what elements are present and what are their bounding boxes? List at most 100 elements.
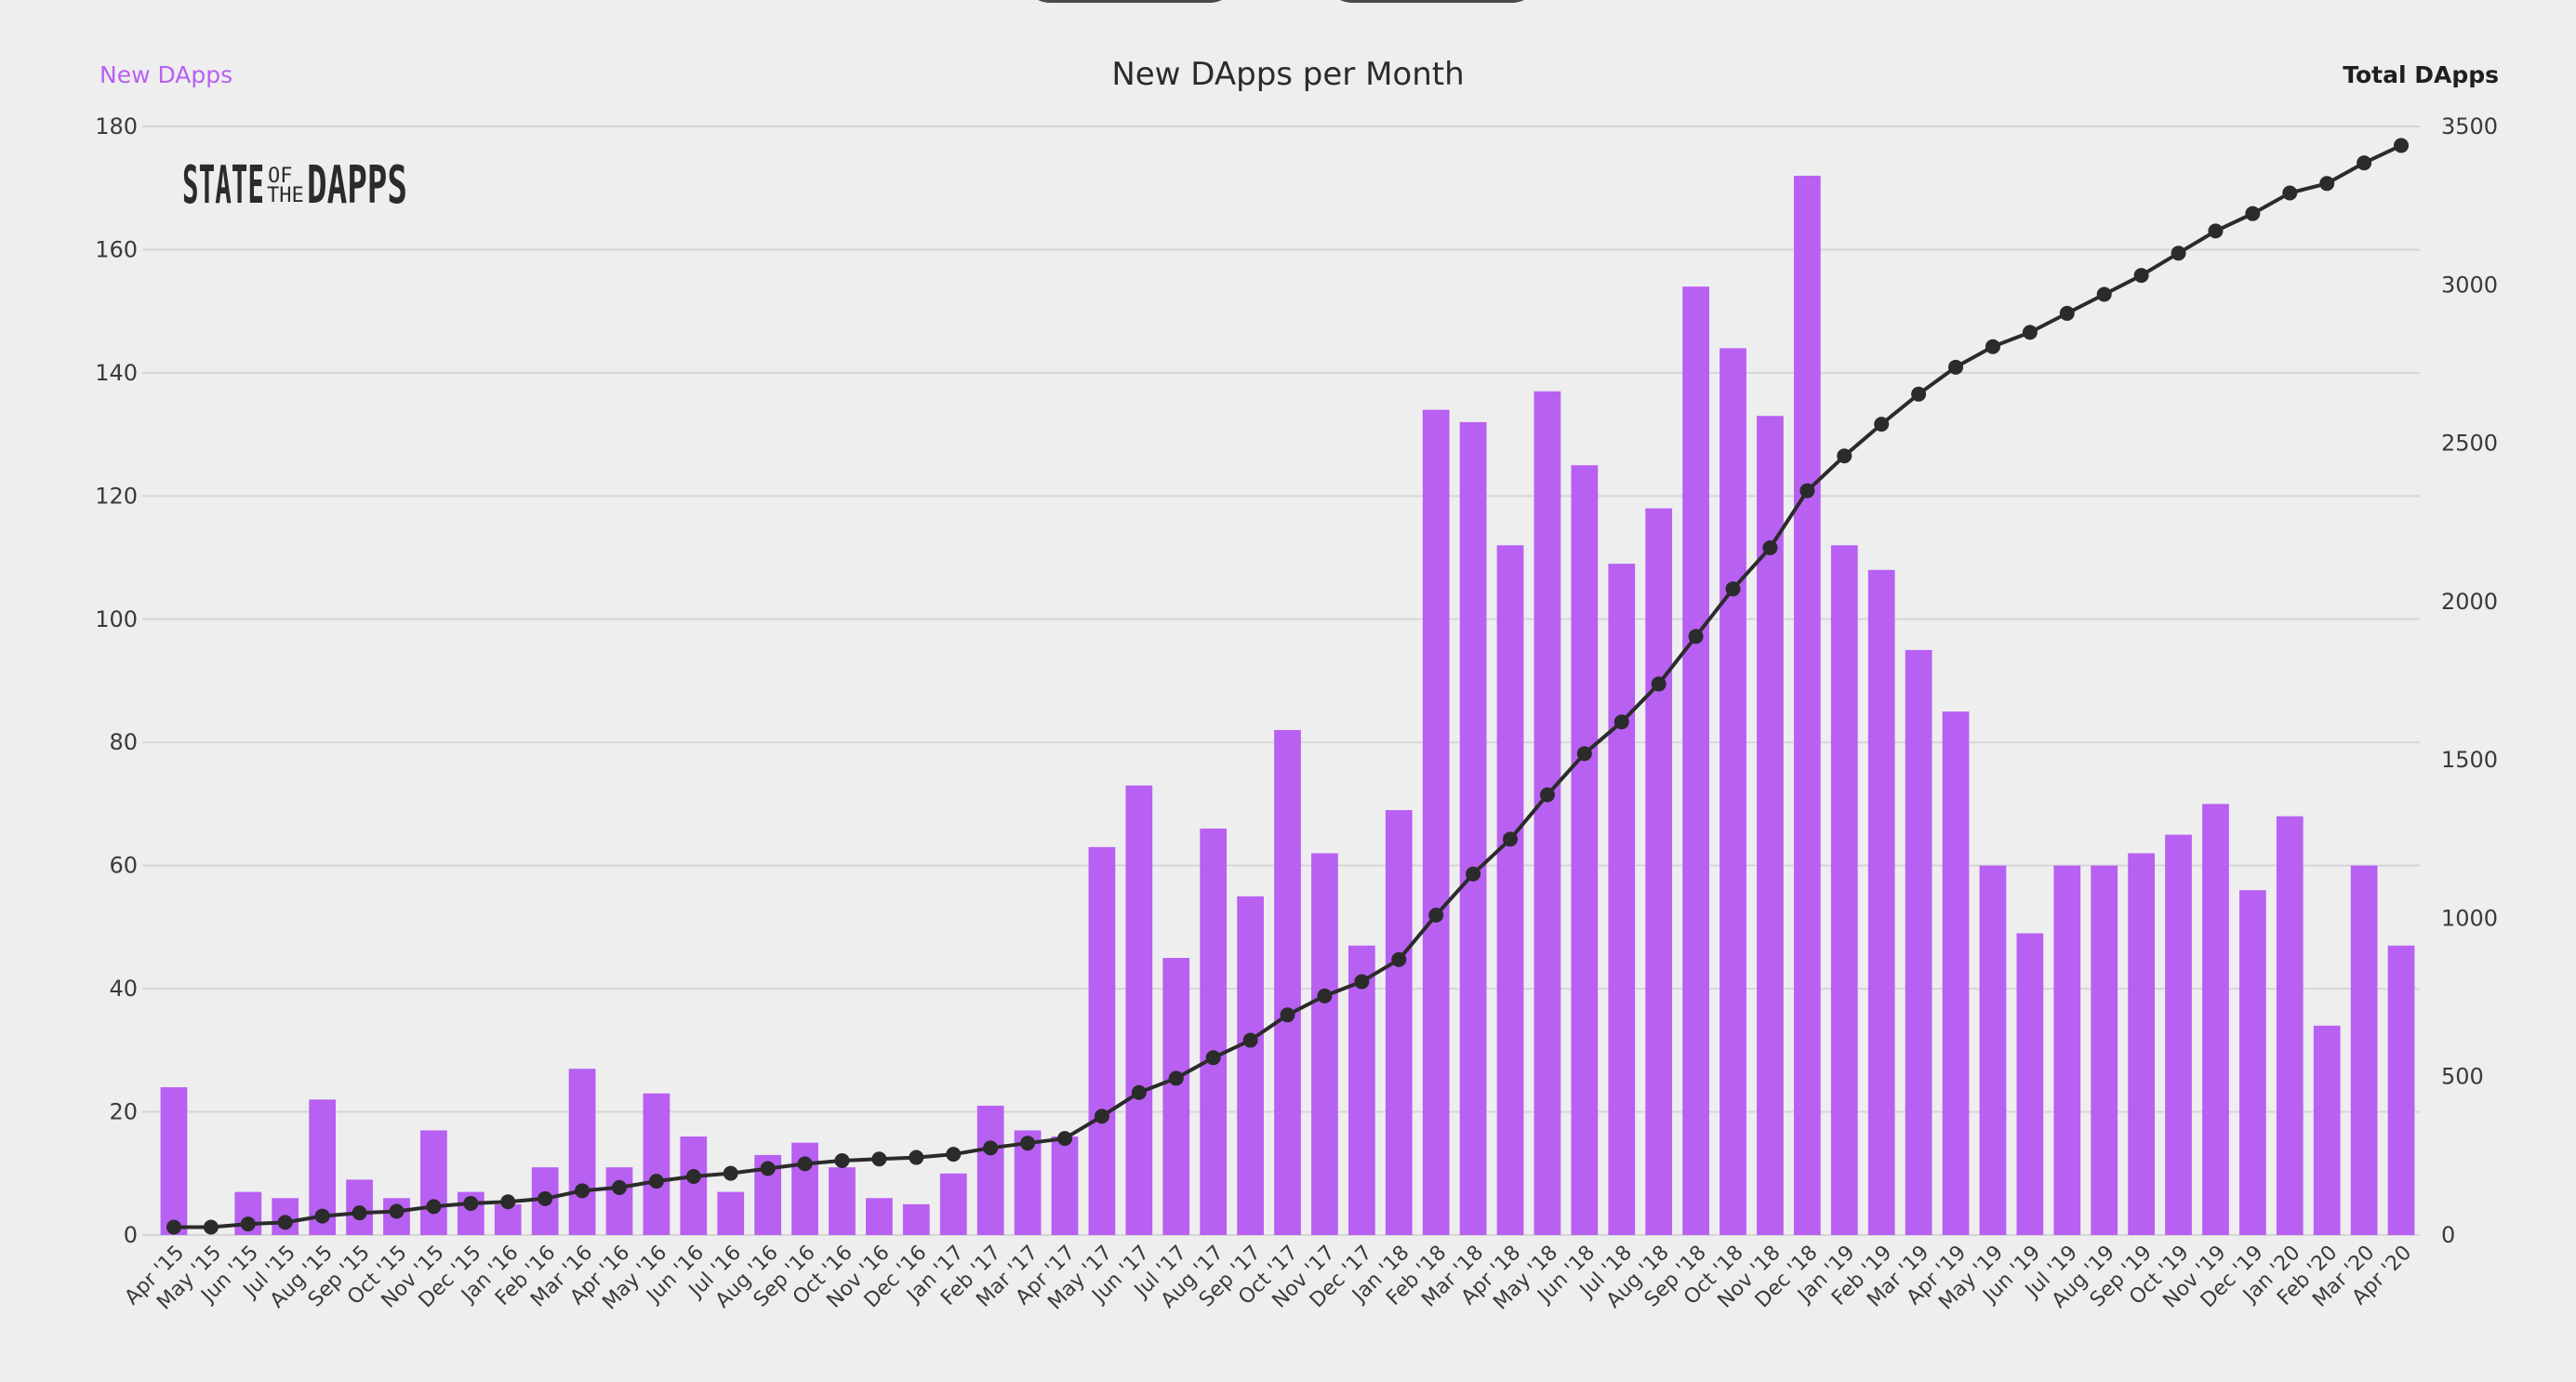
bar-new-dapps[interactable] (2016, 933, 2044, 1235)
bar-new-dapps[interactable] (2350, 865, 2378, 1235)
bar-new-dapps[interactable] (1422, 409, 1450, 1236)
bar-new-dapps[interactable] (680, 1136, 708, 1235)
point-total-dapps[interactable] (648, 1174, 664, 1189)
bar-new-dapps[interactable] (1682, 286, 1709, 1236)
bar-new-dapps[interactable] (605, 1167, 633, 1235)
point-total-dapps[interactable] (1576, 746, 1592, 762)
point-total-dapps[interactable] (1613, 714, 1629, 730)
point-total-dapps[interactable] (871, 1151, 887, 1167)
point-total-dapps[interactable] (389, 1203, 405, 1219)
point-total-dapps[interactable] (1837, 448, 1852, 464)
point-total-dapps[interactable] (1948, 359, 1964, 375)
point-total-dapps[interactable] (797, 1156, 813, 1172)
point-total-dapps[interactable] (166, 1219, 181, 1235)
bar-new-dapps[interactable] (1459, 421, 1487, 1235)
point-total-dapps[interactable] (909, 1149, 924, 1165)
point-total-dapps[interactable] (2022, 325, 2038, 340)
bar-new-dapps[interactable] (2091, 865, 2118, 1235)
bar-new-dapps[interactable] (643, 1093, 671, 1235)
bar-new-dapps[interactable] (1162, 958, 1190, 1235)
bar-new-dapps[interactable] (1645, 508, 1673, 1235)
point-total-dapps[interactable] (240, 1216, 256, 1232)
point-total-dapps[interactable] (1466, 866, 1481, 882)
point-total-dapps[interactable] (1539, 787, 1555, 803)
bar-new-dapps[interactable] (2238, 890, 2266, 1235)
legend-new-dapps[interactable]: New DApps (100, 61, 233, 88)
point-total-dapps[interactable] (946, 1147, 962, 1163)
point-total-dapps[interactable] (1503, 831, 1519, 847)
bar-new-dapps[interactable] (1793, 175, 1821, 1235)
bar-new-dapps[interactable] (1979, 865, 2007, 1235)
point-total-dapps[interactable] (2357, 155, 2372, 171)
bar-new-dapps[interactable] (1311, 853, 1338, 1235)
point-total-dapps[interactable] (352, 1205, 367, 1221)
point-total-dapps[interactable] (760, 1161, 776, 1176)
point-total-dapps[interactable] (1131, 1084, 1147, 1100)
bar-new-dapps[interactable] (976, 1105, 1004, 1235)
point-total-dapps[interactable] (1725, 581, 1741, 597)
bar-new-dapps[interactable] (2202, 804, 2229, 1235)
point-total-dapps[interactable] (685, 1168, 701, 1184)
bar-new-dapps[interactable] (2128, 853, 2155, 1235)
point-total-dapps[interactable] (426, 1199, 442, 1215)
bar-new-dapps[interactable] (1942, 711, 1970, 1235)
point-total-dapps[interactable] (1911, 386, 1927, 402)
point-total-dapps[interactable] (1242, 1032, 1258, 1048)
point-total-dapps[interactable] (203, 1219, 219, 1235)
point-total-dapps[interactable] (1799, 483, 1815, 498)
bar-new-dapps[interactable] (902, 1203, 930, 1235)
point-total-dapps[interactable] (2059, 305, 2075, 321)
point-total-dapps[interactable] (1762, 539, 1778, 555)
bar-new-dapps[interactable] (1237, 896, 1264, 1235)
point-total-dapps[interactable] (834, 1152, 850, 1168)
point-total-dapps[interactable] (500, 1194, 516, 1210)
point-total-dapps[interactable] (463, 1195, 479, 1211)
bar-new-dapps[interactable] (1348, 945, 1375, 1235)
bar-new-dapps[interactable] (1385, 810, 1413, 1235)
bar-new-dapps[interactable] (2313, 1025, 2341, 1235)
point-total-dapps[interactable] (723, 1165, 738, 1181)
point-total-dapps[interactable] (1651, 676, 1666, 692)
bar-new-dapps[interactable] (1051, 1136, 1079, 1235)
bar-new-dapps[interactable] (494, 1203, 522, 1235)
bar-new-dapps[interactable] (1274, 729, 1301, 1235)
point-total-dapps[interactable] (538, 1190, 553, 1206)
bar-new-dapps[interactable] (1608, 564, 1636, 1235)
point-total-dapps[interactable] (1094, 1109, 1109, 1124)
bar-new-dapps[interactable] (2053, 865, 2081, 1235)
point-total-dapps[interactable] (575, 1183, 591, 1199)
bar-new-dapps[interactable] (1720, 348, 1746, 1235)
bar-new-dapps[interactable] (1534, 391, 1561, 1235)
bar-new-dapps[interactable] (866, 1198, 893, 1235)
bar-new-dapps[interactable] (829, 1167, 856, 1235)
point-total-dapps[interactable] (1205, 1050, 1221, 1066)
point-total-dapps[interactable] (2096, 286, 2112, 302)
point-total-dapps[interactable] (611, 1179, 627, 1195)
point-total-dapps[interactable] (2319, 176, 2335, 192)
legend-total-dapps[interactable]: Total DApps (2343, 61, 2499, 88)
point-total-dapps[interactable] (1428, 908, 1444, 924)
bar-new-dapps[interactable] (2165, 834, 2192, 1235)
bar-new-dapps[interactable] (717, 1191, 745, 1235)
point-total-dapps[interactable] (1317, 988, 1333, 1003)
point-total-dapps[interactable] (2208, 223, 2224, 239)
bar-new-dapps[interactable] (568, 1069, 596, 1235)
point-total-dapps[interactable] (2282, 185, 2298, 201)
point-total-dapps[interactable] (2133, 268, 2149, 284)
point-total-dapps[interactable] (1354, 974, 1370, 990)
bar-new-dapps[interactable] (939, 1173, 967, 1235)
bar-new-dapps[interactable] (160, 1087, 188, 1235)
point-total-dapps[interactable] (1391, 951, 1407, 967)
point-total-dapps[interactable] (1056, 1131, 1072, 1147)
point-total-dapps[interactable] (2171, 246, 2186, 261)
point-total-dapps[interactable] (1985, 339, 2000, 354)
bar-new-dapps[interactable] (1088, 846, 1116, 1235)
point-total-dapps[interactable] (1874, 417, 1890, 432)
bar-new-dapps[interactable] (1496, 545, 1524, 1235)
top-tab-right[interactable] (1325, 0, 1539, 3)
bar-new-dapps[interactable] (1757, 416, 1784, 1235)
bar-new-dapps[interactable] (1905, 649, 1932, 1235)
bar-new-dapps[interactable] (1571, 465, 1599, 1235)
point-total-dapps[interactable] (2394, 138, 2410, 153)
bar-new-dapps[interactable] (1867, 569, 1895, 1235)
